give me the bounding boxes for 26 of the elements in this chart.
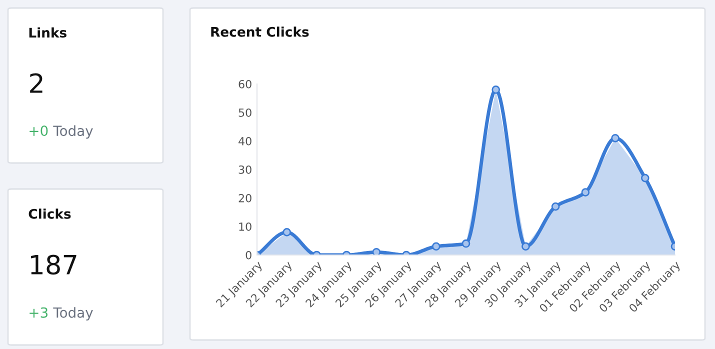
y-tick-label: 50 — [238, 108, 252, 117]
text: +0 — [30, 126, 48, 136]
text: Clicks — [28, 208, 71, 219]
point — [581, 188, 590, 196]
y-tick-label: 10 — [239, 222, 252, 231]
y-tick-label: 20 — [238, 194, 252, 202]
y-tick-label: 0 — [246, 250, 252, 260]
point — [282, 228, 292, 236]
point — [611, 134, 620, 142]
y-tick-label: 60 — [238, 80, 252, 88]
text: Today — [53, 125, 93, 139]
point — [522, 242, 530, 251]
chart-title: Recent Clicks — [211, 26, 309, 37]
point — [432, 242, 440, 251]
point — [551, 202, 560, 211]
point — [640, 174, 650, 182]
y-tick-label: 30 — [238, 165, 252, 174]
point — [462, 239, 470, 248]
text: 2 — [30, 73, 42, 93]
y-tick-label: 40 — [238, 136, 252, 146]
text: Today — [53, 307, 93, 321]
point — [372, 248, 381, 255]
text: Links — [29, 27, 66, 38]
text: +3 — [30, 307, 48, 318]
text: 187 — [31, 254, 76, 275]
point — [492, 86, 500, 94]
